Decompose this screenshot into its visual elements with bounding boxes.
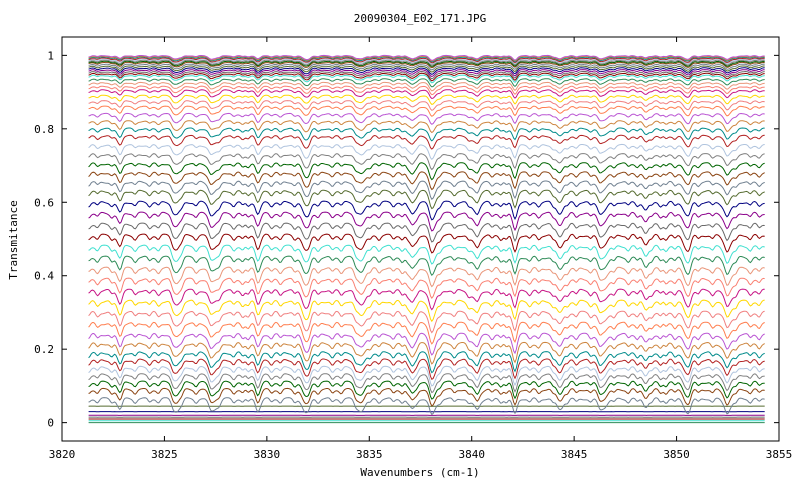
spectrum-line — [88, 397, 765, 416]
spectrum-line — [88, 277, 765, 299]
y-tick-label: 1 — [47, 49, 54, 62]
spectrum-line — [88, 120, 765, 134]
x-tick-label: 3840 — [458, 448, 485, 461]
x-tick-label: 3835 — [356, 448, 383, 461]
x-tick-label: 3825 — [151, 448, 178, 461]
spectrum-line — [88, 70, 765, 80]
spectrum-line — [88, 85, 765, 96]
spectrum-line — [88, 380, 765, 400]
spectrum-line — [88, 134, 765, 150]
x-tick-label: 3845 — [561, 448, 588, 461]
spectrum-line — [88, 63, 765, 71]
x-axis-label: Wavenumbers (cm-1) — [360, 466, 479, 479]
spectrum-line — [88, 74, 765, 84]
spectrum-line — [88, 358, 765, 381]
x-tick-label: 3820 — [49, 448, 76, 461]
y-tick-label: 0.6 — [34, 196, 54, 209]
spectrum-line — [88, 171, 765, 191]
x-tick-label: 3855 — [766, 448, 793, 461]
spectrum-line — [88, 60, 765, 67]
y-axis-ticks: 0 0.2 0.4 0.6 0.8 1 — [34, 49, 779, 430]
spectrum-line — [88, 94, 765, 105]
x-axis-ticks: 3820 3825 3830 3835 3840 3845 3850 3855 — [49, 37, 793, 461]
spectrum-line — [88, 59, 765, 66]
x-tick-label: 3830 — [254, 448, 281, 461]
spectrum-line — [88, 143, 765, 161]
spectrum-line — [88, 54, 765, 61]
spectrum-line — [88, 244, 765, 265]
spectrum-line — [88, 67, 765, 75]
spectrum-line — [88, 189, 765, 210]
y-tick-label: 0 — [47, 417, 54, 430]
spectrum-line — [88, 65, 765, 73]
series-lines — [88, 54, 765, 424]
spectrum-line — [88, 351, 765, 374]
spectrum-line — [88, 162, 765, 181]
plot-frame — [61, 36, 780, 442]
spectrum-line — [88, 255, 765, 276]
spectrum-line — [88, 61, 765, 69]
spectrum-line — [88, 387, 765, 407]
spectrum-line — [88, 332, 765, 356]
y-tick-label: 0.4 — [34, 270, 54, 283]
y-axis-label: Transmitance — [7, 200, 20, 279]
spectrum-line — [88, 365, 765, 387]
spectrum-line — [88, 57, 765, 64]
spectrum-line — [88, 153, 765, 171]
spectrum-line — [88, 222, 765, 243]
x-tick-label: 3850 — [663, 448, 690, 461]
spectrum-line — [88, 56, 765, 63]
spectrum-line — [88, 105, 765, 117]
spectrum-line — [88, 81, 765, 92]
spectrum-line — [88, 266, 765, 288]
spectrum-line — [88, 100, 765, 111]
spectrum-line — [88, 233, 765, 254]
spectrum-line — [88, 58, 765, 65]
spectrum-line — [88, 78, 765, 88]
spectrum-line — [88, 89, 765, 100]
y-tick-label: 0.8 — [34, 123, 54, 136]
spectrum-line — [88, 211, 765, 232]
y-tick-label: 0.2 — [34, 343, 54, 356]
spectrum-line — [88, 55, 765, 62]
spectrum-line — [88, 72, 765, 82]
spectrum-line — [88, 373, 765, 394]
spectrum-line — [88, 200, 765, 221]
chart-title: 20090304_E02_171.JPG — [354, 12, 486, 25]
spectrum-line — [88, 112, 765, 125]
spectrum-line — [88, 310, 765, 334]
spectrum-line — [88, 321, 765, 345]
spectrum-line — [88, 127, 765, 142]
spectrum-line — [88, 299, 765, 323]
spectrum-line — [88, 341, 765, 365]
spectrum-line — [88, 180, 765, 200]
spectrum-line — [88, 69, 765, 78]
spectrum-line — [88, 288, 765, 311]
